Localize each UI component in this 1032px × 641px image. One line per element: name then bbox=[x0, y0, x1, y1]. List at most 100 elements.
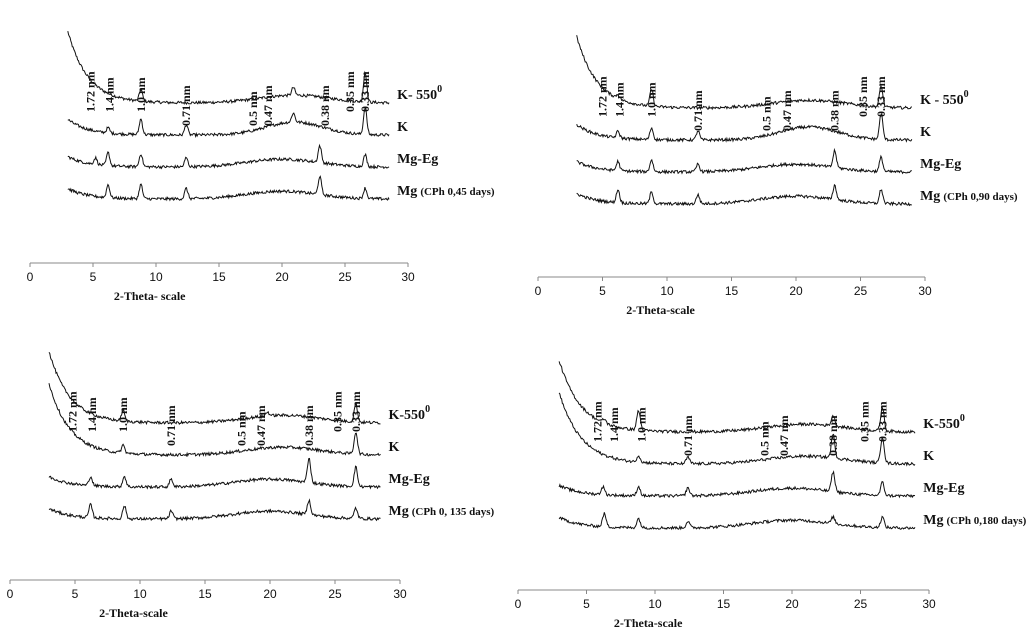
trace-name: K - 550 bbox=[920, 93, 964, 108]
trace-label: Mg (CPh 0,90 days) bbox=[920, 189, 1018, 204]
trace-label: K bbox=[389, 440, 400, 455]
trace-condition: (CPh 0, 135 days) bbox=[412, 506, 495, 518]
peak-label: 1.4 nm bbox=[85, 397, 99, 432]
x-tick-label: 30 bbox=[918, 284, 932, 298]
xrd-trace bbox=[558, 470, 916, 499]
x-tick-label: 10 bbox=[149, 270, 163, 284]
x-tick-label: 20 bbox=[263, 587, 277, 601]
trace-name: Mg-Eg bbox=[923, 481, 964, 496]
trace-label: Mg (CPh 0,180 days) bbox=[923, 513, 1026, 528]
peak-label: 0.5 nm bbox=[758, 421, 772, 456]
xrd-trace bbox=[67, 143, 390, 170]
x-tick-label: 15 bbox=[725, 284, 739, 298]
x-tick-label: 25 bbox=[854, 284, 868, 298]
x-tick-label: 30 bbox=[922, 597, 936, 611]
x-tick-label: 5 bbox=[90, 270, 97, 284]
trace-name: K bbox=[397, 120, 408, 135]
x-tick-label: 30 bbox=[401, 270, 415, 284]
trace-name: Mg-Eg bbox=[920, 157, 961, 172]
trace-label: Mg-Eg bbox=[397, 152, 438, 167]
peak-label: 0.47 nm bbox=[777, 415, 791, 456]
xrd-trace bbox=[558, 512, 916, 531]
xrd-trace bbox=[67, 30, 390, 106]
xrd-trace bbox=[67, 106, 390, 139]
trace-label: Mg-Eg bbox=[920, 157, 961, 172]
trace-label: Mg-Eg bbox=[923, 481, 964, 496]
xrd-trace bbox=[48, 498, 381, 522]
xrd-trace bbox=[48, 383, 381, 458]
xrd-trace bbox=[558, 392, 916, 467]
trace-label: K bbox=[920, 125, 931, 140]
x-tick-label: 5 bbox=[72, 587, 79, 601]
x-tick-label: 0 bbox=[27, 270, 34, 284]
xrd-panel-bottom-left: 0 5 10 15 20 25 30 2-Theta-scale 1.72 nm 1.4 nm 1.… bbox=[7, 352, 495, 620]
peak-label: 0.33 nm bbox=[875, 401, 889, 442]
x-tick-label: 5 bbox=[599, 284, 606, 298]
peak-label: 1.0 nm bbox=[134, 77, 148, 112]
x-tick-label: 20 bbox=[789, 284, 803, 298]
xrd-trace bbox=[576, 112, 913, 143]
trace-label: K - 5500 bbox=[920, 89, 969, 108]
peak-label: 0.47 nm bbox=[261, 85, 275, 126]
trace-label: K bbox=[397, 120, 408, 135]
peak-label: 0.33 nm bbox=[349, 391, 363, 432]
trace-superscript: 0 bbox=[964, 89, 969, 100]
trace-superscript: 0 bbox=[425, 404, 430, 415]
peak-label: 0.71 nm bbox=[681, 415, 695, 456]
x-tick-label: 0 bbox=[7, 587, 14, 601]
peak-label: 0.71 nm bbox=[691, 90, 705, 131]
x-tick-label: 0 bbox=[535, 284, 542, 298]
trace-label: Mg-Eg bbox=[389, 472, 430, 487]
peak-label: 0.35 nm bbox=[331, 391, 345, 432]
xrd-trace bbox=[576, 147, 912, 175]
peak-label: 0.35 nm bbox=[343, 71, 357, 112]
trace-label: K-5500 bbox=[923, 413, 965, 432]
trace-label: Mg (CPh 0, 135 days) bbox=[389, 504, 495, 519]
trace-superscript: 0 bbox=[960, 413, 965, 424]
peak-label: 0.71 nm bbox=[164, 405, 178, 446]
trace-name: K bbox=[389, 440, 400, 455]
xrd-trace bbox=[67, 175, 390, 202]
peak-label: 0.71 nm bbox=[179, 85, 193, 126]
trace-name: Mg bbox=[923, 513, 943, 528]
x-axis-title: 2-Theta-scale bbox=[626, 303, 695, 317]
x-tick-label: 10 bbox=[133, 587, 147, 601]
x-tick-label: 20 bbox=[275, 270, 289, 284]
x-axis-title: 2-Theta- scale bbox=[114, 289, 186, 303]
peak-label: 0.35 nm bbox=[856, 76, 870, 117]
peak-label: 1.72 nm bbox=[83, 71, 97, 112]
x-axis-title: 2-Theta-scale bbox=[614, 616, 683, 630]
trace-name: K bbox=[920, 125, 931, 140]
trace-condition: (CPh 0,90 days) bbox=[943, 191, 1018, 203]
trace-name: Mg bbox=[920, 189, 940, 204]
trace-label: K- 5500 bbox=[397, 84, 442, 103]
x-tick-label: 15 bbox=[212, 270, 226, 284]
trace-name: K-550 bbox=[923, 417, 960, 432]
peak-label: 1.0 nm bbox=[645, 82, 659, 117]
trace-name: Mg-Eg bbox=[397, 152, 438, 167]
x-tick-label: 25 bbox=[854, 597, 868, 611]
trace-name: Mg bbox=[389, 504, 409, 519]
trace-name: Mg-Eg bbox=[389, 472, 430, 487]
peak-label: 0.5 nm bbox=[759, 96, 773, 131]
xrd-trace bbox=[48, 457, 381, 490]
x-tick-label: 30 bbox=[393, 587, 407, 601]
trace-condition: (CPh 0,45 days) bbox=[420, 186, 495, 198]
trace-superscript: 0 bbox=[437, 84, 442, 95]
x-tick-label: 20 bbox=[785, 597, 799, 611]
trace-name: K-550 bbox=[389, 408, 426, 423]
trace-name: K- 550 bbox=[397, 88, 437, 103]
peak-label: 1.4 nm bbox=[612, 82, 626, 117]
trace-name: Mg bbox=[397, 184, 417, 199]
peak-label: 1.72 nm bbox=[65, 391, 79, 432]
trace-label: Mg (CPh 0,45 days) bbox=[397, 184, 495, 199]
xrd-trace bbox=[48, 352, 381, 426]
peak-label: 1.72 nm bbox=[596, 76, 610, 117]
xrd-trace bbox=[576, 183, 912, 207]
peak-label: 0.38 nm bbox=[828, 90, 842, 131]
xrd-trace bbox=[558, 361, 916, 435]
x-tick-label: 0 bbox=[515, 597, 522, 611]
x-tick-label: 5 bbox=[583, 597, 590, 611]
